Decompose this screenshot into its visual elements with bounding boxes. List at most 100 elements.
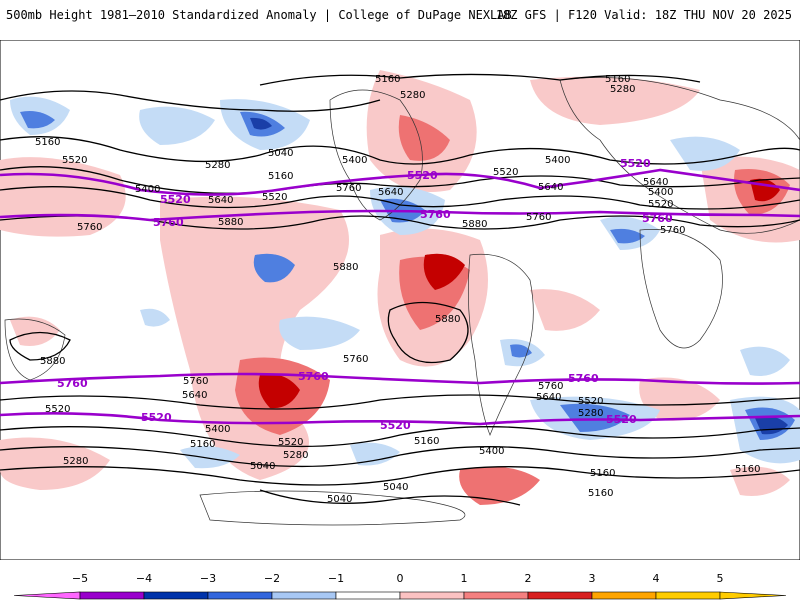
contour-label: 5400 (342, 155, 367, 166)
contour-label: 5760 (183, 376, 208, 387)
contour-label: 5160 (268, 171, 293, 182)
contour-label: 5280 (63, 456, 88, 467)
highlight-label: 5520 (620, 157, 651, 170)
contour-label: 5400 (135, 184, 160, 195)
contour-5280-south (0, 446, 800, 468)
contour-label: 5760 (77, 222, 102, 233)
highlight-label: 5520 (160, 193, 191, 206)
contour-label: 5640 (643, 177, 668, 188)
contour-label: 5640 (538, 182, 563, 193)
contour-5880-australia (9, 331, 71, 361)
contour-label: 5520 (62, 155, 87, 166)
contour-label: 5640 (378, 187, 403, 198)
colorbar-segment (527, 591, 593, 600)
contour-label: 5640 (208, 195, 233, 206)
contour-label: 5160 (735, 464, 760, 475)
contour-label: 5880 (40, 356, 65, 367)
colorbar-tick-label: −5 (71, 572, 89, 585)
highlight-label: 5520 (141, 411, 172, 424)
contour-label: 5040 (268, 148, 293, 159)
contour-label: 5160 (35, 137, 60, 148)
colorbar-tick-label: 5 (716, 572, 724, 585)
contour-5520-north (0, 166, 800, 194)
map-title: 500mb Height 1981–2010 Standardized Anom… (6, 8, 512, 22)
contour-5400-south (0, 426, 800, 448)
colorbar-segment (207, 591, 273, 600)
colorbar-tick-label: 0 (396, 572, 404, 585)
contour-label: 5160 (375, 74, 400, 85)
contour-label: 5880 (333, 262, 358, 273)
highlight-label: 5520 (407, 169, 438, 182)
colorbar-tick-label: −2 (263, 572, 281, 585)
colorbar-tick-label: 1 (460, 572, 468, 585)
colorbar-tick-label: −1 (327, 572, 345, 585)
colorbar-tick-label: 4 (652, 572, 660, 585)
africa-outline (639, 229, 723, 349)
colorbar-tick-label: 3 (588, 572, 596, 585)
contour-label: 5520 (262, 192, 287, 203)
contour-label: 5280 (578, 408, 603, 419)
contour-label: 5520 (578, 396, 603, 407)
contour-5760-north-highlight (0, 209, 800, 222)
colorbar-segment (591, 591, 657, 600)
contour-5520-north-highlight (0, 168, 800, 196)
height-contours (0, 73, 800, 506)
contour-label: 5760 (538, 381, 563, 392)
contour-5640-south (0, 394, 800, 410)
contour-label: 5040 (327, 494, 352, 505)
contour-label: 5400 (545, 155, 570, 166)
contour-5040-south (259, 489, 521, 506)
contour-label: 5760 (526, 212, 551, 223)
australia-outline (4, 318, 66, 381)
colorbar: −5 −4 −3 −2 −1 0 1 2 3 4 5 (0, 572, 800, 600)
colorbar-tick-label: 2 (524, 572, 532, 585)
contour-label: 5880 (435, 314, 460, 325)
contour-label: 5280 (610, 84, 635, 95)
contour-label: 5640 (536, 392, 561, 403)
highlight-labels: 5520 5520 5520 5760 5760 5760 5760 5760 … (57, 157, 673, 432)
contour-label: 5160 (590, 468, 615, 479)
colorbar-segment (335, 591, 401, 600)
contour-label: 5760 (660, 225, 685, 236)
contour-label: 5280 (400, 90, 425, 101)
highlight-contours (0, 168, 800, 426)
highlight-label: 5760 (642, 212, 673, 225)
continent-outlines (4, 77, 800, 526)
highlight-label: 5760 (568, 372, 599, 385)
anomaly-map: 5160 5160 5160 5280 5280 5280 5040 5160 … (0, 40, 800, 560)
contour-label: 5280 (205, 160, 230, 171)
contour-label: 5520 (45, 404, 70, 415)
colorbar-segment (13, 591, 81, 600)
contour-label: 5040 (250, 461, 275, 472)
positive-anomaly-shading (0, 70, 800, 505)
highlight-label: 5520 (380, 419, 411, 432)
contour-label: 5760 (336, 183, 361, 194)
colorbar-segment (399, 591, 465, 600)
contour-label: 5400 (648, 187, 673, 198)
contour-label: 5520 (278, 437, 303, 448)
highlight-label: 5760 (420, 208, 451, 221)
contour-5160-south (0, 466, 800, 486)
contour-label: 5520 (648, 199, 673, 210)
contour-5880-south-america (387, 301, 469, 364)
contour-label: 5160 (190, 439, 215, 450)
highlight-label: 5760 (57, 377, 88, 390)
contour-5760-south-highlight (0, 372, 800, 385)
contour-labels: 5160 5160 5160 5280 5280 5280 5040 5160 … (35, 74, 760, 505)
map-header: 500mb Height 1981–2010 Standardized Anom… (0, 0, 800, 30)
contour-5640-north (0, 186, 800, 210)
contour-5280-north (0, 90, 381, 112)
contour-label: 5160 (605, 74, 630, 85)
contour-label: 5280 (283, 450, 308, 461)
contour-label: 5040 (383, 482, 408, 493)
contour-5160-north (259, 73, 701, 86)
colorbar-segment (655, 591, 721, 600)
north-america-outline (329, 89, 423, 221)
colorbar-tick-label: −4 (135, 572, 153, 585)
colorbar-segment (719, 591, 787, 600)
model-run-info: 18Z GFS | F120 Valid: 18Z THU NOV 20 202… (495, 8, 792, 22)
contour-5400-north (0, 136, 800, 165)
contour-label: 5880 (462, 219, 487, 230)
contour-label: 5400 (205, 424, 230, 435)
contour-label: 5640 (182, 390, 207, 401)
